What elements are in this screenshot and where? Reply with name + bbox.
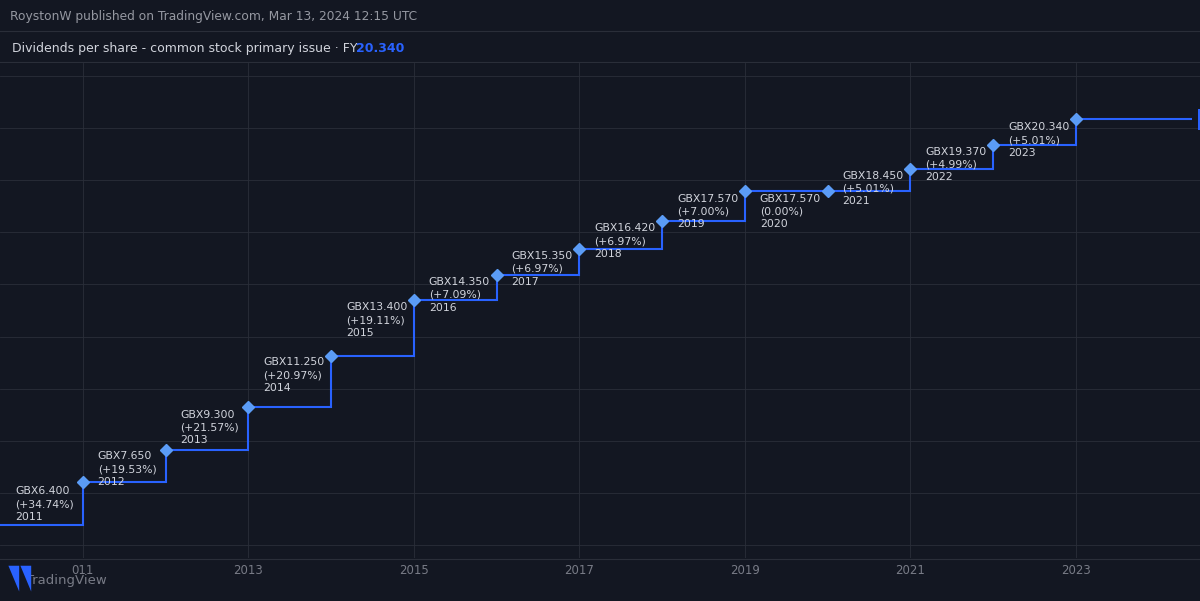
Text: GBX15.350
(+6.97%)
2017: GBX15.350 (+6.97%) 2017	[511, 251, 572, 287]
Polygon shape	[20, 566, 31, 591]
Text: GBX18.450
(+5.01%)
2021: GBX18.450 (+5.01%) 2021	[842, 171, 904, 206]
Text: RoystonW published on TradingView.com, Mar 13, 2024 12:15 UTC: RoystonW published on TradingView.com, M…	[10, 10, 416, 23]
Text: GBX17.570
(+7.00%)
2019: GBX17.570 (+7.00%) 2019	[677, 194, 738, 229]
Text: Dividends per share - common stock primary issue · FY: Dividends per share - common stock prima…	[12, 41, 358, 55]
Text: 20.340: 20.340	[356, 41, 404, 55]
Text: GBX16.420
(+6.97%)
2018: GBX16.420 (+6.97%) 2018	[594, 224, 655, 259]
Text: GBX17.570
(0.00%)
2020: GBX17.570 (0.00%) 2020	[760, 194, 821, 229]
Text: TradingView: TradingView	[26, 574, 107, 587]
Text: GBX13.400
(+19.11%)
2015: GBX13.400 (+19.11%) 2015	[346, 302, 407, 338]
Text: GBX6.400
(+34.74%)
2011: GBX6.400 (+34.74%) 2011	[14, 486, 73, 522]
Polygon shape	[8, 566, 19, 591]
Text: GBX14.350
(+7.09%)
2016: GBX14.350 (+7.09%) 2016	[428, 277, 490, 313]
Text: GBX11.250
(+20.97%)
2014: GBX11.250 (+20.97%) 2014	[263, 358, 324, 393]
Text: GBX20.340
(+5.01%)
2023: GBX20.340 (+5.01%) 2023	[1008, 123, 1069, 158]
Text: GBX7.650
(+19.53%)
2012: GBX7.650 (+19.53%) 2012	[97, 451, 156, 487]
Text: GBX9.300
(+21.57%)
2013: GBX9.300 (+21.57%) 2013	[180, 410, 239, 445]
Text: GBX19.370
(+4.99%)
2022: GBX19.370 (+4.99%) 2022	[925, 147, 986, 182]
